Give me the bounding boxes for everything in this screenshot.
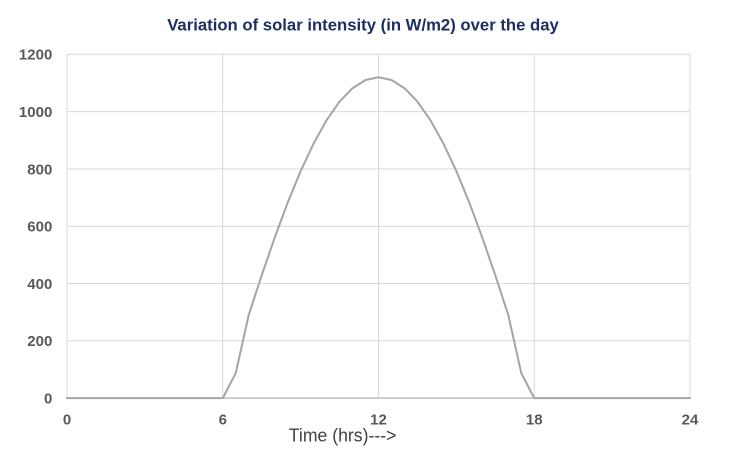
svg-text:1000: 1000 <box>19 104 52 121</box>
svg-text:800: 800 <box>27 161 52 178</box>
svg-text:400: 400 <box>27 276 52 293</box>
svg-text:18: 18 <box>526 411 543 428</box>
svg-text:600: 600 <box>27 219 52 236</box>
svg-text:12: 12 <box>370 411 387 428</box>
svg-text:0: 0 <box>63 411 71 428</box>
svg-text:6: 6 <box>219 411 227 428</box>
svg-text:0: 0 <box>44 391 52 408</box>
svg-text:1200: 1200 <box>19 47 52 64</box>
svg-text:Time (hrs)--->: Time (hrs)---> <box>289 425 397 445</box>
svg-text:200: 200 <box>27 333 52 350</box>
svg-text:Variation of solar intensity (: Variation of solar intensity (in W/m2) o… <box>167 15 559 34</box>
svg-text:24: 24 <box>682 411 699 428</box>
